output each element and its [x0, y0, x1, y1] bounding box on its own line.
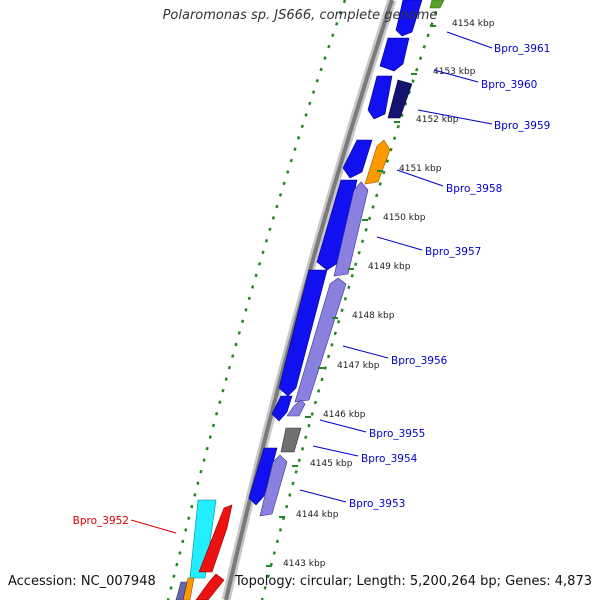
- gene-label[interactable]: Bpro_3961: [494, 43, 550, 55]
- gene-feature: [379, 37, 410, 72]
- gene-feature: [248, 447, 278, 506]
- forward-strand-genes: [175, 0, 423, 601]
- gene-label[interactable]: Bpro_3958: [446, 183, 502, 195]
- gene-callout-line: [342, 345, 389, 359]
- tick-label: 4153 kbp: [433, 67, 476, 77]
- gene-feature: [395, 0, 423, 37]
- gene-callout-line: [396, 169, 444, 187]
- genome-summary-text: Topology: circular; Length: 5,200,264 bp…: [234, 574, 592, 589]
- gene-feature: [198, 504, 233, 573]
- tick-label: 4151 kbp: [399, 164, 442, 174]
- gene-label[interactable]: Bpro_3954: [361, 453, 418, 465]
- gene-label[interactable]: Bpro_3960: [481, 79, 537, 91]
- gene-feature: [259, 454, 288, 517]
- tick-label: 4144 kbp: [296, 510, 339, 520]
- gene-callout-line: [417, 109, 493, 125]
- gene-feature: [278, 269, 328, 397]
- tick-label: 4154 kbp: [452, 19, 495, 29]
- gene-feature: [316, 179, 358, 271]
- reverse-strand-genes: [195, 0, 445, 601]
- gene-label[interactable]: Bpro_3955: [369, 428, 425, 440]
- genome-title: Polaromonas sp. JS666, complete genome: [162, 8, 438, 23]
- tick-label: 4148 kbp: [352, 311, 395, 321]
- gene-label[interactable]: Bpro_3952: [73, 515, 129, 527]
- gene-label[interactable]: Bpro_3956: [391, 355, 448, 367]
- tick-label: 4143 kbp: [283, 559, 326, 569]
- gene-callout-line: [319, 419, 367, 433]
- gene-label[interactable]: Bpro_3959: [494, 120, 550, 132]
- gene-feature: [387, 79, 413, 119]
- gene-callout-line: [376, 236, 423, 251]
- tick-label: 4149 kbp: [368, 262, 411, 272]
- gene-labels: Bpro_3961 Bpro_3960 Bpro_3959 Bpro_3958 Bpro…: [73, 31, 550, 534]
- gene-callout-line: [130, 519, 177, 534]
- gene-label[interactable]: Bpro_3953: [349, 498, 405, 510]
- tick-label: 4152 kbp: [416, 115, 459, 125]
- gene-feature: [271, 395, 293, 422]
- accession-text: Accession: NC_007948: [8, 574, 156, 589]
- gene-callout-line: [312, 445, 359, 457]
- gene-callout-line: [299, 489, 347, 503]
- gene-feature: [294, 277, 347, 403]
- gene-feature: [342, 139, 373, 179]
- tick-marks: 4154 kbp 4153 kbp 4152 kbp 4151 kbp 4150 kbp…: [266, 19, 495, 569]
- tick-label: 4146 kbp: [323, 410, 366, 420]
- gene-feature: [286, 399, 306, 417]
- gene-feature: [189, 499, 217, 579]
- gene-feature: [429, 0, 445, 9]
- gene-feature: [280, 427, 302, 453]
- gc-track-inner: [260, 0, 442, 601]
- gene-feature: [333, 181, 369, 277]
- gene-feature: [195, 573, 225, 601]
- tick-label: 4147 kbp: [337, 361, 380, 371]
- gc-content-track: [166, 0, 442, 601]
- gene-label[interactable]: Bpro_3957: [425, 246, 481, 258]
- gene-feature: [367, 75, 393, 120]
- tick-label: 4150 kbp: [383, 213, 426, 223]
- gene-feature: [364, 139, 391, 185]
- tick-label: 4145 kbp: [310, 459, 353, 469]
- gene-callout-line: [433, 69, 479, 83]
- gene-callout-line: [446, 31, 493, 49]
